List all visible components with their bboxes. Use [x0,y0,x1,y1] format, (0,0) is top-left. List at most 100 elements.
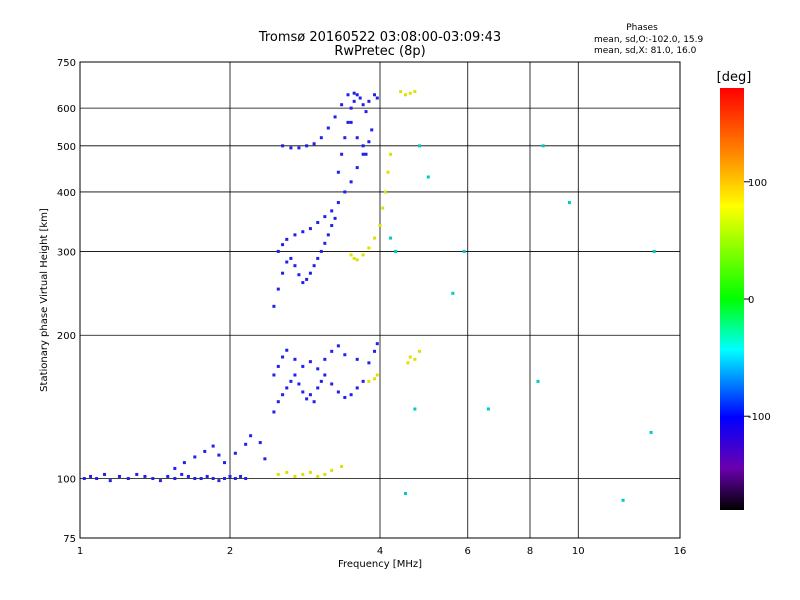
y-tick-label: 750 [57,58,76,69]
data-point-x [413,357,417,361]
chart-title: Tromsø 20160522 03:08:00-03:09:43 [258,30,501,45]
data-point-o [301,281,305,285]
data-point-o [158,479,162,483]
data-point-o [316,386,320,390]
data-point-x [373,377,377,381]
data-point-o [326,126,330,130]
data-point-o [272,373,276,377]
data-point-o [373,349,377,353]
data-point-o [361,144,365,148]
data-point-o [312,264,316,268]
data-points [82,90,656,502]
data-point-o [281,393,285,397]
data-point-o [281,355,285,359]
data-point-o [293,233,297,237]
data-point-o [180,472,184,476]
data-point-x [301,472,305,476]
data-point-o [151,477,155,481]
data-point-o [289,146,293,150]
colorbar-tick-label: 0 [748,295,754,306]
colorbar-tick-label: 100 [748,178,767,189]
data-point-o [135,472,139,476]
data-point-x [293,474,297,478]
data-point-o [272,304,276,308]
data-point-x [340,464,344,468]
data-point-o [319,379,323,383]
stats-heading: Phases [626,23,658,33]
data-point-o [336,170,340,174]
data-point-o [316,221,320,225]
data-point-o [182,461,186,465]
data-point-o [301,390,305,394]
data-point-x [355,258,359,262]
y-tick-label: 300 [57,247,76,258]
data-point-o [223,461,227,465]
data-point-o [89,474,93,478]
data-point-o [316,367,320,371]
y-axis-ticks: 75 100 200 300 400 500 600 750 [57,58,76,545]
data-point-o [375,342,379,346]
data-point-o [349,393,353,397]
data-point-o [205,474,209,478]
data-point-scatter [426,175,430,179]
y-tick-label: 600 [57,104,76,115]
data-point-x [403,93,407,97]
data-point-o [340,152,344,156]
data-point-x [408,355,412,359]
data-point-x [417,349,421,353]
data-point-o [355,136,359,140]
data-point-o [143,474,147,478]
data-point-o [330,349,334,353]
data-point-o [343,136,347,140]
data-point-o [297,273,301,277]
x-tick-label: 2 [227,546,233,557]
data-point-o [297,382,301,386]
data-point-x [276,472,280,476]
data-point-o [319,136,323,140]
data-point-o [367,99,371,103]
data-point-o [166,474,170,478]
data-point-o [355,357,359,361]
data-point-o [301,364,305,368]
data-point-o [319,249,323,253]
data-point-o [355,93,359,97]
data-point-o [305,144,309,148]
data-point-o [199,477,203,481]
chart-subtitle: RwPretec (8p) [334,44,425,59]
data-point-o [285,237,289,241]
data-point-x [378,224,382,228]
data-point-o [323,215,327,219]
data-point-x [323,472,327,476]
data-point-x [367,379,371,383]
data-point-x [367,246,371,250]
data-point-o [336,344,340,348]
data-point-o [233,451,237,455]
data-point-o [203,449,207,453]
data-point-scatter [649,430,653,434]
data-point-o [326,233,330,237]
data-point-o [308,360,312,364]
data-point-o [293,373,297,377]
grid [80,62,680,538]
data-point-o [211,444,215,448]
data-point-o [364,110,368,114]
data-point-o [173,477,177,481]
data-point-o [108,479,112,483]
data-point-o [117,474,121,478]
data-point-x [381,206,385,210]
data-point-o [126,477,130,481]
x-axis-label: Frequency [MHz] [338,559,422,570]
data-point-o [361,379,365,383]
data-point-o [228,474,232,478]
data-point-o [103,472,107,476]
data-point-o [375,96,379,100]
x-tick-label: 6 [465,546,471,557]
data-point-scatter [451,291,455,295]
data-point-x [406,361,410,365]
data-point-o [340,103,344,107]
data-point-o [186,474,190,478]
data-point-x [413,90,417,94]
data-point-o [193,477,197,481]
y-tick-label: 100 [57,475,76,486]
data-point-o [293,264,297,268]
